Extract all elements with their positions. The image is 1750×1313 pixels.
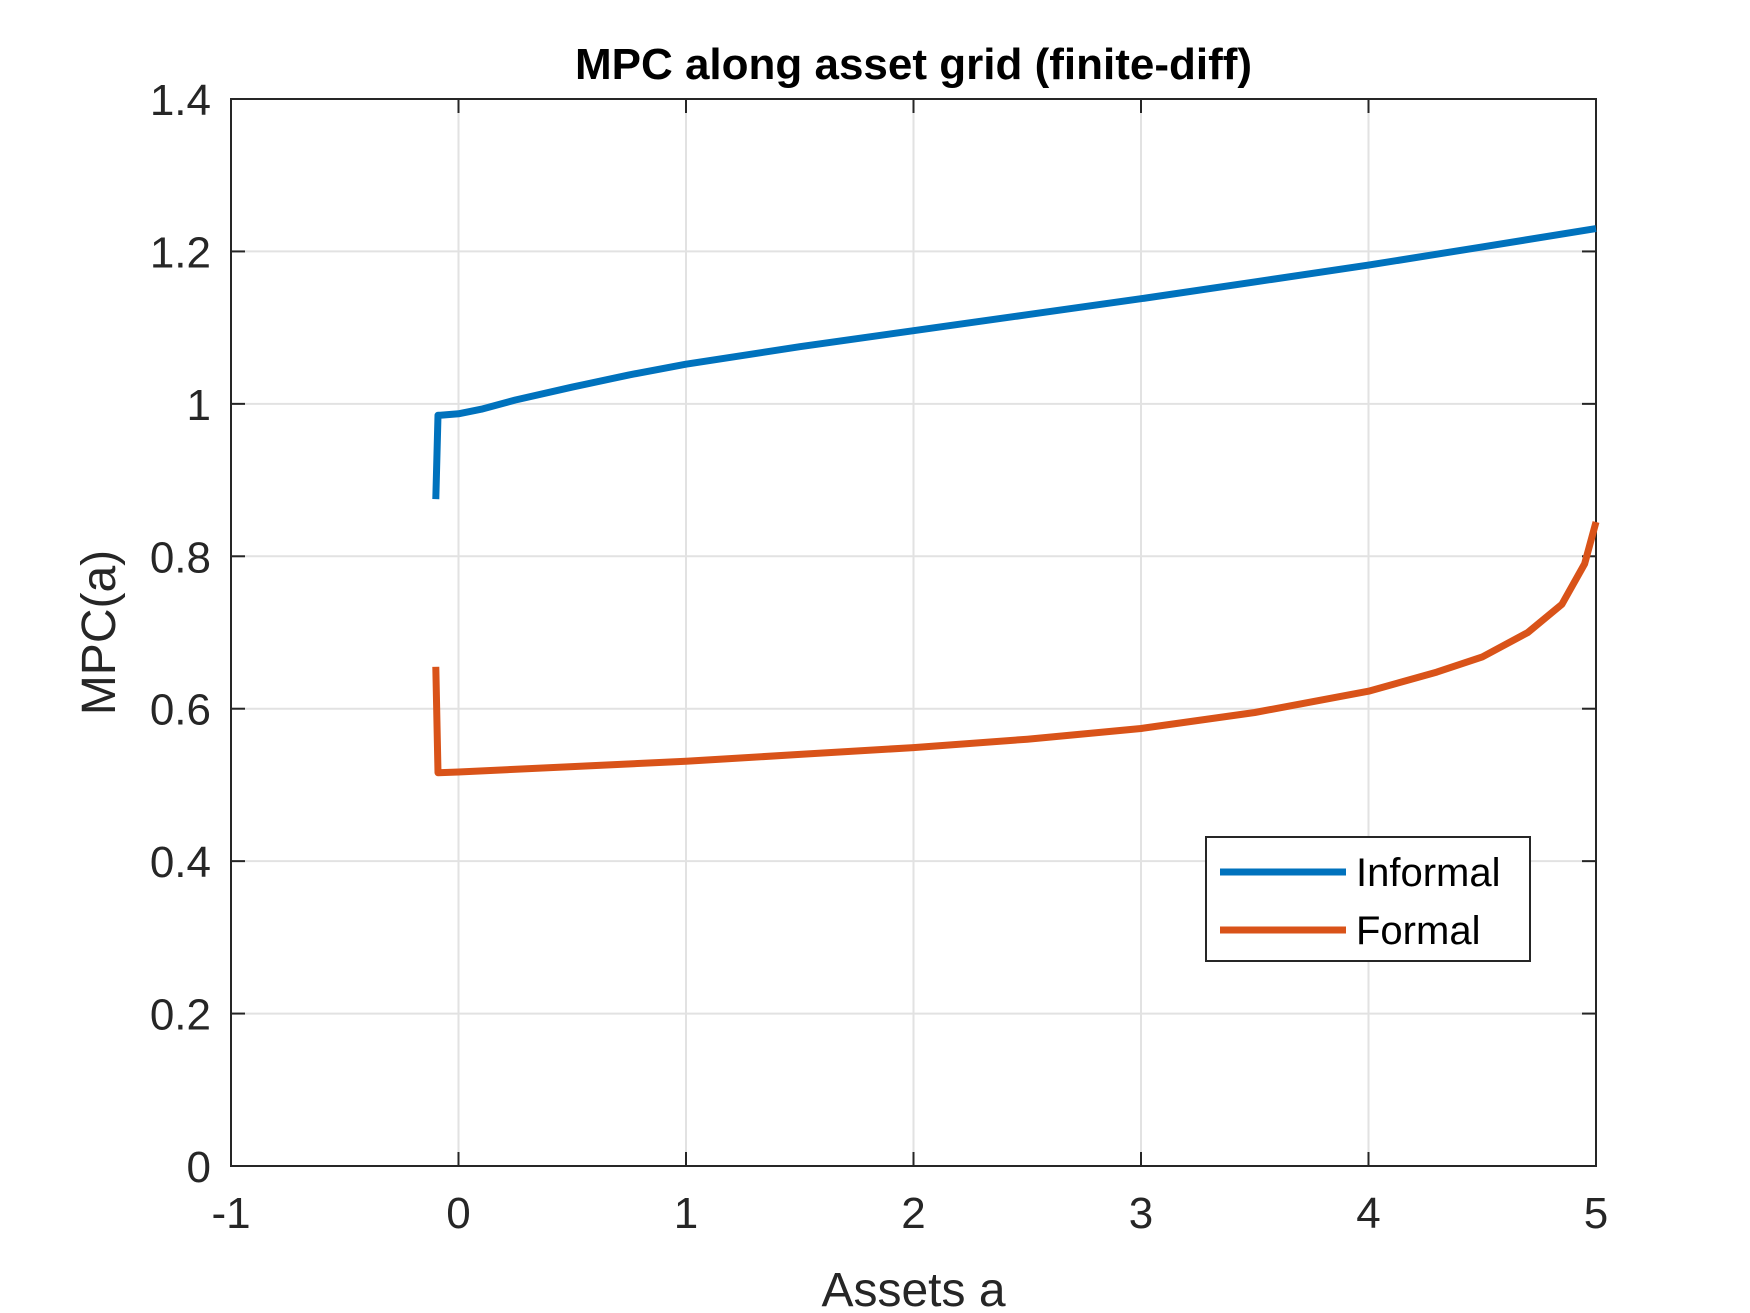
series-line-informal — [432, 225, 1597, 500]
legend: Informal Formal — [1205, 836, 1531, 962]
y-tick-label: 0.6 — [150, 686, 211, 735]
y-tick-label: 1.2 — [150, 228, 211, 277]
ticks: -1 0 1 2 3 4 500.20.40.60.811.21.4 — [150, 76, 1608, 1238]
x-tick-label: -1 — [211, 1189, 250, 1238]
legend-label-informal: Informal — [1356, 851, 1501, 895]
x-tick-label: 5 — [1584, 1189, 1608, 1238]
y-tick-label: 0.4 — [150, 838, 211, 887]
x-tick-label: 1 — [674, 1189, 698, 1238]
x-tick-label: 3 — [1129, 1189, 1153, 1238]
x-axis-label: Assets a — [821, 1264, 1005, 1313]
y-tick-label: 0.2 — [150, 991, 211, 1040]
y-tick-label: 1.4 — [150, 76, 211, 125]
y-axis-label: MPC(a) — [73, 550, 126, 715]
y-tick-label: 0 — [187, 1143, 211, 1192]
legend-box — [1205, 836, 1531, 962]
x-tick-label: 4 — [1356, 1189, 1380, 1238]
series-line-formal — [432, 521, 1600, 777]
grid — [231, 99, 1596, 1166]
legend-label-formal: Formal — [1356, 909, 1480, 953]
x-tick-label: 2 — [901, 1189, 925, 1238]
series — [432, 225, 1600, 777]
y-tick-label: 0.8 — [150, 533, 211, 582]
x-tick-label: 0 — [446, 1189, 470, 1238]
y-tick-label: 1 — [187, 381, 211, 430]
chart-title: MPC along asset grid (finite-diff) — [575, 40, 1252, 89]
